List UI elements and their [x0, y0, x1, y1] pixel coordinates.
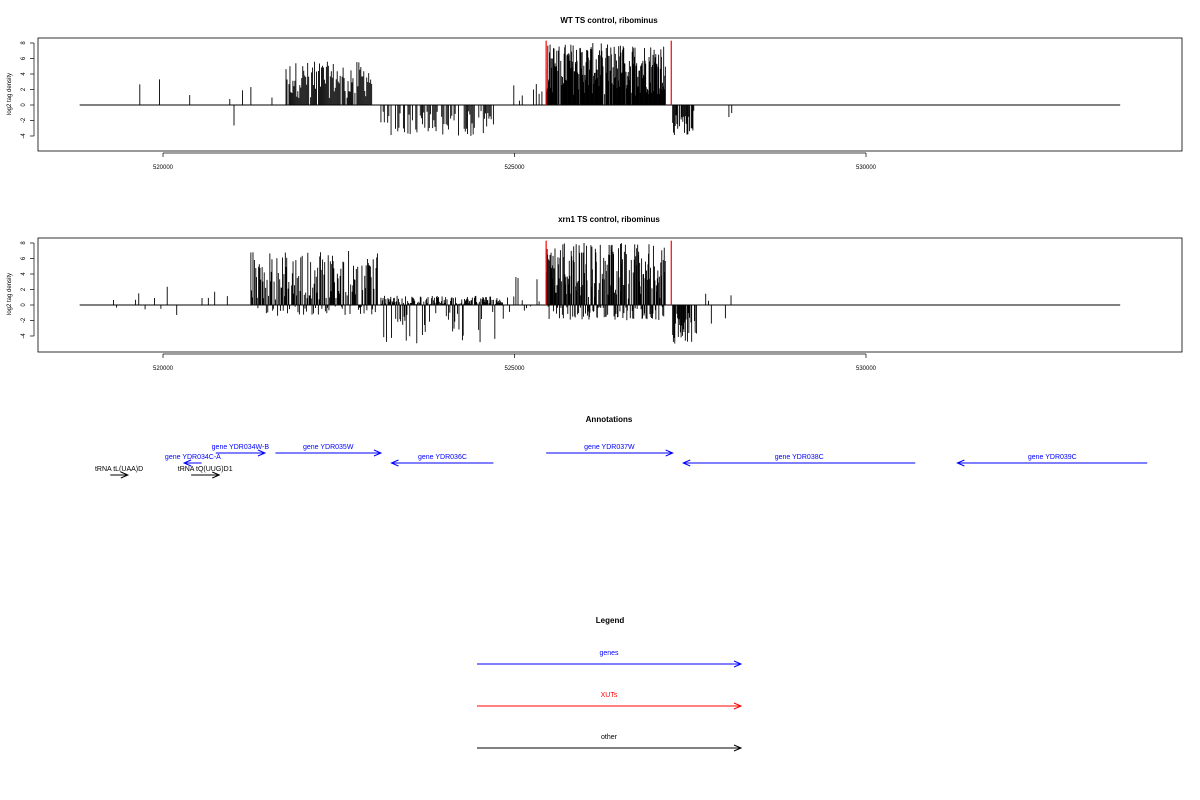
y-axis-label: log2 tag density	[7, 273, 13, 315]
plot-frame	[37, 237, 1183, 353]
arrowhead	[956, 459, 965, 467]
arrowhead	[733, 702, 743, 710]
y-tick-label: 8	[21, 241, 27, 245]
bar-series	[79, 43, 1121, 136]
x-tick-label: 530000	[856, 165, 877, 171]
bar-series	[79, 243, 1121, 344]
y-tick-label: -2	[21, 317, 27, 323]
y-tick-label: 0	[21, 103, 27, 107]
legend-label: XUTs	[601, 692, 618, 699]
x-tick-label: 520000	[153, 366, 174, 372]
y-tick-label: 6	[21, 56, 27, 60]
legend-label: genes	[599, 650, 619, 657]
legend: Legend genes XUTs other	[477, 616, 743, 752]
y-tick-label: -4	[21, 333, 27, 339]
y-tick-label: 6	[21, 256, 27, 260]
xut-markers	[545, 240, 672, 305]
feature-label: gene YDR034W-B	[212, 444, 270, 451]
feature-label: tRNA tL(UAA)D	[95, 466, 143, 473]
xut-markers	[545, 40, 672, 105]
annotations-panel: Annotations tRNA tL(UAA)D tRNA tQ(UUG)D1 g…	[95, 415, 1148, 479]
arrowhead	[373, 449, 383, 457]
plot-frame	[37, 37, 1183, 152]
y-axis: -4 -2 0 2 4 6 8	[21, 241, 35, 339]
arrowhead	[257, 449, 267, 457]
x-axis: 520000 525000 530000	[153, 353, 877, 372]
arrowhead	[182, 459, 192, 467]
x-tick-label: 520000	[153, 165, 174, 171]
x-axis: 520000 525000 530000	[153, 152, 877, 171]
arrowhead	[681, 459, 691, 467]
x-tick-label: 530000	[856, 366, 877, 372]
feature-label: tRNA tQ(UUG)D1	[178, 466, 233, 473]
y-tick-label: -4	[21, 133, 27, 139]
y-tick-label: 4	[21, 72, 27, 76]
y-tick-label: 0	[21, 303, 27, 307]
panel-title: xrn1 TS control, ribominus	[558, 215, 660, 224]
feature-label: gene YDR034C-A	[165, 454, 221, 461]
y-tick-label: 8	[21, 41, 27, 45]
legend-items: genes XUTs other	[477, 650, 743, 752]
x-tick-label: 525000	[504, 366, 525, 372]
arrowhead	[665, 449, 674, 457]
y-tick-label: 2	[21, 87, 27, 91]
y-axis: -4 -2 0 2 4 6 8	[21, 41, 35, 139]
y-tick-label: 4	[21, 272, 27, 276]
arrowhead	[390, 459, 399, 467]
y-axis-label: log2 tag density	[7, 73, 13, 115]
feature-label: gene YDR039C	[1028, 454, 1077, 461]
y-tick-label: -2	[21, 117, 27, 123]
arrowhead	[212, 471, 221, 479]
arrowhead	[120, 471, 130, 479]
legend-title: Legend	[596, 616, 625, 625]
annotations-title: Annotations	[586, 415, 633, 424]
panel-title: WT TS control, ribominus	[560, 16, 658, 25]
legend-label: other	[601, 734, 618, 741]
feature-label: gene YDR038C	[775, 454, 824, 461]
feature-label: gene YDR037W	[584, 444, 635, 451]
y-tick-label: 2	[21, 287, 27, 291]
feature-label: gene YDR036C	[418, 454, 467, 461]
arrowhead	[733, 744, 743, 752]
arrowhead	[733, 660, 743, 668]
wt-panel: WT TS control, ribominus log2 tag densit…	[7, 16, 1183, 171]
xrn1-panel: xrn1 TS control, ribominus log2 tag dens…	[7, 215, 1183, 372]
feature-track: tRNA tL(UAA)D tRNA tQ(UUG)D1 gene YDR034C-…	[95, 444, 1148, 479]
feature-label: gene YDR035W	[303, 444, 354, 451]
x-tick-label: 525000	[504, 165, 525, 171]
